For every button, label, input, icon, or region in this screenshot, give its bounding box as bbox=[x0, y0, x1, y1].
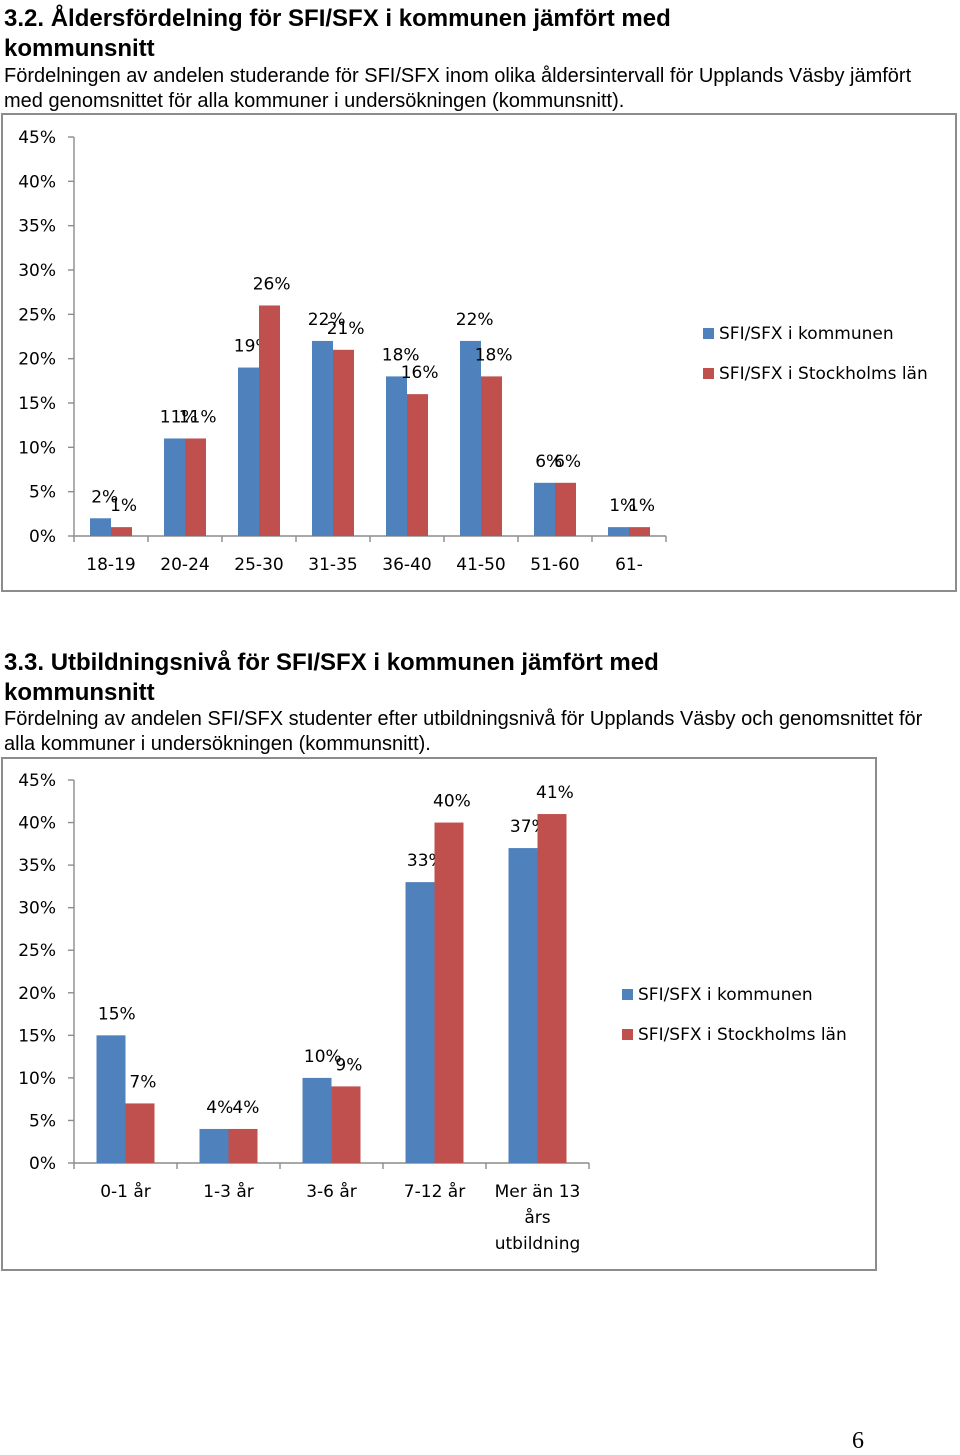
age-y-tick-label: 25% bbox=[18, 305, 56, 325]
age-data-label: 16% bbox=[401, 363, 439, 383]
age-bar-series2 bbox=[629, 527, 650, 536]
edu-data-label: 4% bbox=[232, 1098, 259, 1118]
edu-bar-series2 bbox=[537, 814, 567, 1163]
age-data-label: 21% bbox=[327, 319, 365, 339]
age-bar-series1 bbox=[238, 367, 259, 536]
age-bar-series1 bbox=[164, 438, 185, 536]
age-y-tick-label: 30% bbox=[18, 261, 56, 281]
age-bar-series2 bbox=[407, 394, 428, 536]
edu-y-tick-label: 25% bbox=[18, 941, 56, 961]
age-category-label: 36-40 bbox=[382, 555, 431, 575]
age-data-label: 6% bbox=[554, 452, 581, 472]
section-intro-age: Fördelningen av andelen studerande för S… bbox=[4, 65, 912, 112]
edu-bar-series2 bbox=[434, 822, 464, 1163]
age-category-label: 51-60 bbox=[530, 555, 579, 575]
edu-legend-swatch bbox=[622, 989, 633, 1000]
age-data-label: 11% bbox=[160, 407, 198, 427]
edu-y-tick-label: 0% bbox=[29, 1154, 56, 1174]
edu-bar-series1 bbox=[508, 848, 538, 1163]
age-category-label: 25-30 bbox=[234, 555, 283, 575]
edu-y-tick-label: 15% bbox=[18, 1026, 56, 1046]
edu-bar-series2 bbox=[331, 1086, 361, 1163]
age-bar-series2 bbox=[185, 438, 206, 536]
age-bar-series2 bbox=[259, 305, 280, 536]
age-data-label: 1% bbox=[110, 496, 137, 516]
age-y-tick-label: 20% bbox=[18, 350, 56, 370]
age-category-label: 18-19 bbox=[86, 555, 135, 575]
edu-data-label: 40% bbox=[433, 792, 471, 812]
edu-legend-label: SFI/SFX i kommunen bbox=[638, 985, 813, 1005]
age-y-tick-label: 35% bbox=[18, 217, 56, 237]
edu-bar-series2 bbox=[228, 1128, 258, 1163]
edu-category-label: 1-3 år bbox=[203, 1181, 254, 1202]
edu-y-tick-label: 5% bbox=[29, 1111, 56, 1131]
edu-y-tick-label: 10% bbox=[18, 1069, 56, 1089]
age-data-label: 18% bbox=[475, 345, 513, 365]
age-distribution-chart: 0%5%10%15%20%25%30%35%40%45%2%1%18-1911%… bbox=[1, 113, 957, 592]
edu-bar-series1 bbox=[405, 882, 435, 1163]
age-category-label: 31-35 bbox=[308, 555, 357, 575]
education-level-chart: 0% 5% 10% 15% 20% 25% 30% 35% 40% 45% 15% 7% 0-1 år 4… bbox=[1, 757, 877, 1271]
age-data-label: 2% bbox=[91, 487, 118, 507]
section-heading-education: 3.3. Utbildningsnivå för SFI/SFX i kommu… bbox=[4, 649, 659, 706]
age-y-tick-label: 10% bbox=[18, 438, 56, 458]
edu-category-label: års bbox=[524, 1207, 550, 1228]
age-legend-swatch bbox=[703, 328, 714, 339]
age-data-label: 22% bbox=[308, 310, 346, 330]
edu-data-label: 10% bbox=[304, 1047, 342, 1067]
age-bar-series2 bbox=[555, 482, 576, 536]
age-y-tick-label: 15% bbox=[18, 394, 56, 414]
age-bar-series1 bbox=[608, 527, 629, 536]
age-data-label: 26% bbox=[253, 274, 291, 294]
age-data-label: 22% bbox=[456, 310, 494, 330]
edu-category-label: Mer än 13 bbox=[495, 1182, 581, 1202]
age-data-label: 11% bbox=[179, 407, 217, 427]
age-y-tick-label: 5% bbox=[29, 483, 56, 503]
age-bar-series2 bbox=[111, 527, 132, 536]
edu-data-label: 15% bbox=[98, 1004, 136, 1024]
edu-y-tick-label: 40% bbox=[18, 814, 56, 834]
edu-legend-label: SFI/SFX i Stockholms län bbox=[638, 1025, 847, 1045]
age-legend-swatch bbox=[703, 368, 714, 379]
age-bar-series1 bbox=[460, 340, 481, 536]
edu-y-tick-label: 35% bbox=[18, 856, 56, 876]
edu-category-label: 0-1 år bbox=[100, 1181, 151, 1202]
age-category-label: 20-24 bbox=[160, 555, 209, 575]
edu-bar-series1 bbox=[302, 1077, 332, 1163]
age-category-label: 41-50 bbox=[456, 555, 505, 575]
age-data-label: 1% bbox=[609, 496, 636, 516]
age-bar-series1 bbox=[386, 376, 407, 536]
age-data-label: 6% bbox=[535, 452, 562, 472]
edu-data-label: 9% bbox=[335, 1055, 362, 1075]
age-bar-series2 bbox=[333, 349, 354, 536]
page-number: 6 bbox=[852, 1428, 864, 1454]
edu-data-label: 7% bbox=[129, 1072, 156, 1092]
age-legend-label: SFI/SFX i kommunen bbox=[719, 324, 894, 344]
edu-bar-series1 bbox=[96, 1035, 126, 1163]
age-legend-label: SFI/SFX i Stockholms län bbox=[719, 364, 928, 384]
age-category-label: 61- bbox=[615, 555, 643, 575]
edu-bar-series2 bbox=[125, 1103, 155, 1163]
edu-category-label: utbildning bbox=[495, 1234, 581, 1254]
age-data-label: 18% bbox=[382, 345, 420, 365]
section-intro-education: Fördelning av andelen SFI/SFX studenter … bbox=[4, 708, 923, 755]
age-bar-series2 bbox=[481, 376, 502, 536]
edu-data-label: 41% bbox=[536, 783, 574, 803]
edu-data-label: 4% bbox=[206, 1098, 233, 1118]
edu-legend-swatch bbox=[622, 1029, 633, 1040]
edu-y-tick-label: 45% bbox=[18, 771, 56, 791]
age-bar-series1 bbox=[312, 340, 333, 536]
age-bar-series1 bbox=[534, 482, 555, 536]
age-data-label: 1% bbox=[628, 496, 655, 516]
age-y-tick-label: 45% bbox=[18, 128, 56, 148]
edu-y-tick-label: 20% bbox=[18, 984, 56, 1004]
age-bar-series1 bbox=[90, 518, 111, 536]
age-y-tick-label: 0% bbox=[29, 527, 56, 547]
edu-y-tick-label: 30% bbox=[18, 899, 56, 919]
edu-bar-series1 bbox=[199, 1128, 229, 1163]
age-y-tick-label: 40% bbox=[18, 172, 56, 192]
edu-category-label: 3-6 år bbox=[306, 1181, 357, 1202]
edu-category-label: 7-12 år bbox=[404, 1181, 465, 1202]
section-heading-age: 3.2. Åldersfördelning för SFI/SFX i komm… bbox=[4, 5, 671, 62]
